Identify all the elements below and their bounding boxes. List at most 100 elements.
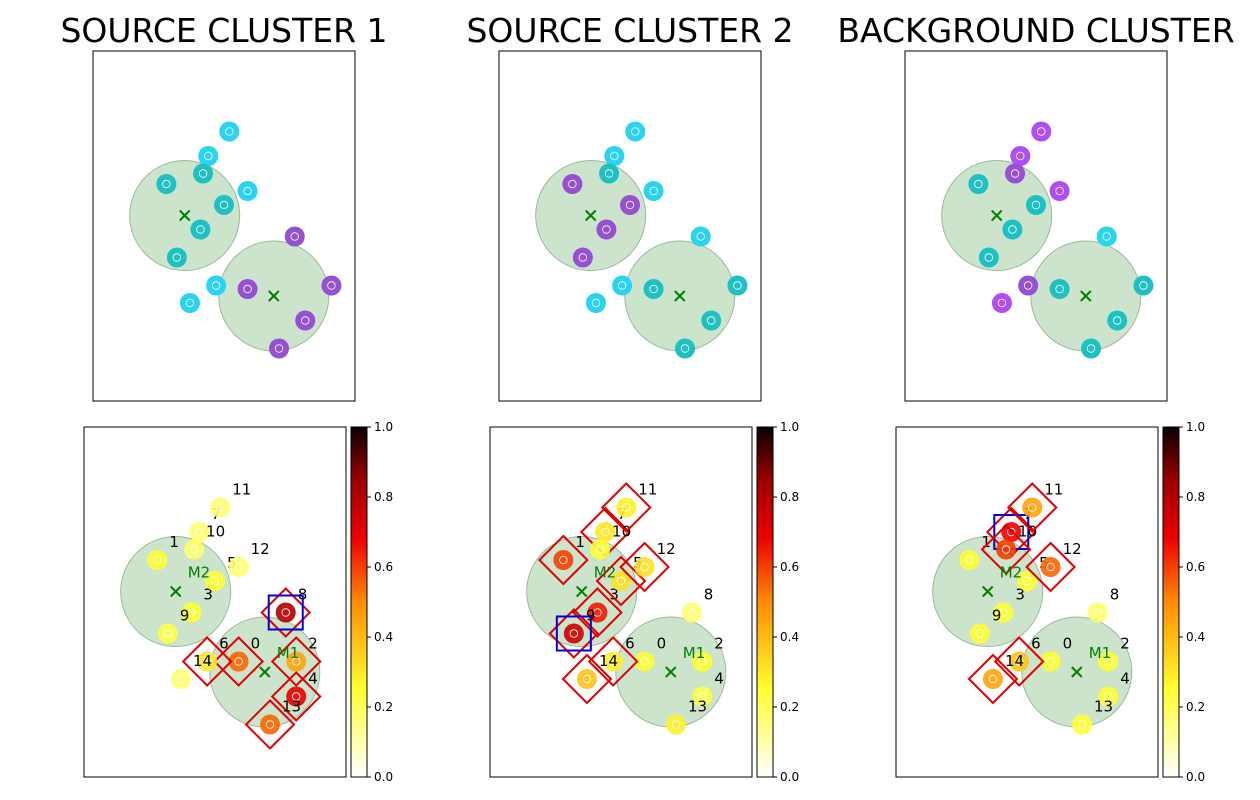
top-panel-1: [92, 50, 356, 402]
point-7-marker: [189, 522, 210, 542]
point-1-marker: [553, 550, 574, 570]
point-9-marker: [563, 623, 584, 644]
point-8-ring: [687, 608, 696, 617]
point-5-marker: [611, 571, 631, 591]
point-marker-ring: [211, 281, 221, 290]
point-marker: [991, 293, 1012, 313]
point-marker-ring: [1010, 169, 1020, 178]
point-1-ring: [559, 555, 568, 565]
point-marker-ring: [1031, 200, 1041, 210]
point-marker: [978, 247, 999, 268]
point-marker: [206, 275, 227, 296]
point-marker-ring: [204, 151, 213, 161]
point-marker: [643, 181, 664, 201]
point-10-label: 10: [612, 523, 631, 541]
point-11-highlight: [600, 482, 652, 533]
title-background-cluster: BACKGROUND CLUSTER: [837, 11, 1234, 50]
point-11-ring: [216, 503, 225, 512]
point-marker-ring: [1055, 186, 1064, 196]
point-marker-ring: [243, 186, 252, 196]
point-9-ring: [975, 629, 985, 638]
colorbar-tick-label: 1.0: [1186, 420, 1205, 434]
point-4-label: 4: [714, 670, 724, 688]
point-marker-ring: [604, 169, 614, 178]
bottom-panel-1: 01234567891011121314M2M11.00.80.60.40.20…: [83, 420, 393, 784]
point-8-label: 8: [1110, 586, 1120, 604]
point-3-marker: [587, 602, 608, 623]
point-14-marker: [170, 669, 191, 689]
point-10-marker: [996, 539, 1017, 560]
colorbar-tick-label: 1.0: [780, 420, 799, 434]
point-marker: [1049, 181, 1070, 201]
point-6-ring: [1014, 657, 1024, 666]
colorbar: [1162, 426, 1180, 778]
point-13-ring: [671, 720, 681, 729]
point-marker-ring: [649, 186, 658, 196]
point-13-ring: [265, 720, 275, 729]
point-marker-ring: [290, 232, 299, 241]
point-12-ring: [640, 562, 649, 572]
point-marker-ring: [997, 298, 1007, 308]
point-12-highlight: [619, 541, 670, 593]
point-marker: [156, 174, 177, 194]
point-6-highlight: [587, 636, 639, 687]
point-marker: [1026, 195, 1046, 215]
point-8-label: 8: [704, 586, 714, 604]
point-11-marker: [1022, 497, 1043, 518]
point-marker: [269, 338, 290, 359]
point-marker-ring: [591, 298, 601, 308]
colorbar-tick-label: 0.6: [374, 560, 393, 574]
point-8-ring: [1093, 608, 1102, 617]
point-12-label: 12: [1063, 540, 1082, 558]
point-1-highlight: [537, 534, 589, 586]
colorbar-tick-label: 0.8: [780, 490, 799, 504]
point-0-marker: [634, 651, 655, 672]
point-marker-ring: [1055, 284, 1064, 294]
point-9-marker: [969, 623, 990, 644]
point-marker: [643, 279, 664, 299]
point-marker: [727, 275, 748, 296]
point-marker: [675, 338, 696, 359]
point-10-marker: [184, 539, 205, 560]
point-marker: [166, 247, 187, 268]
point-0-ring: [234, 657, 243, 666]
point-marker-ring: [578, 253, 588, 262]
point-11-highlight: [1006, 482, 1058, 533]
point-2-highlight: [270, 636, 322, 687]
point-14-highlight: [967, 653, 1019, 705]
cluster-label-m1: M1: [1089, 644, 1112, 662]
point-5-ring: [1022, 576, 1032, 586]
point-10-ring: [189, 545, 199, 554]
point-0-label: 0: [251, 635, 261, 653]
point-marker: [1005, 163, 1026, 184]
point-marker-ring: [1037, 127, 1046, 136]
point-marker-ring: [1016, 151, 1025, 161]
point-marker: [321, 275, 342, 296]
point-13-marker: [260, 714, 281, 735]
colorbar-tick-label: 0.4: [374, 630, 393, 644]
point-1-label: 1: [169, 533, 179, 551]
point-marker-ring: [649, 284, 658, 294]
point-14-highlight: [561, 653, 613, 705]
point-marker-ring: [1102, 232, 1111, 241]
point-1-marker: [147, 550, 168, 570]
colorbar-tick-label: 0.0: [1186, 770, 1205, 784]
point-7-ring: [601, 527, 610, 537]
point-4-ring: [292, 692, 301, 701]
point-12-marker: [1040, 557, 1061, 577]
point-14-label: 14: [599, 652, 618, 670]
point-1-marker: [959, 550, 980, 570]
point-2-ring: [292, 657, 301, 666]
cluster-center-m2: [981, 585, 994, 598]
point-marker: [562, 174, 583, 194]
point-6-ring: [202, 657, 212, 666]
point-marker-ring: [1008, 225, 1017, 234]
cluster-label-m1: M1: [683, 644, 706, 662]
point-2-marker: [1098, 651, 1119, 672]
cluster-center-m2: [575, 585, 588, 598]
point-marker: [1107, 310, 1128, 331]
cluster-center-m2: [584, 209, 597, 222]
point-10-ring: [1001, 545, 1011, 554]
point-4-label: 4: [1120, 670, 1130, 688]
point-7-ring: [1007, 527, 1016, 537]
